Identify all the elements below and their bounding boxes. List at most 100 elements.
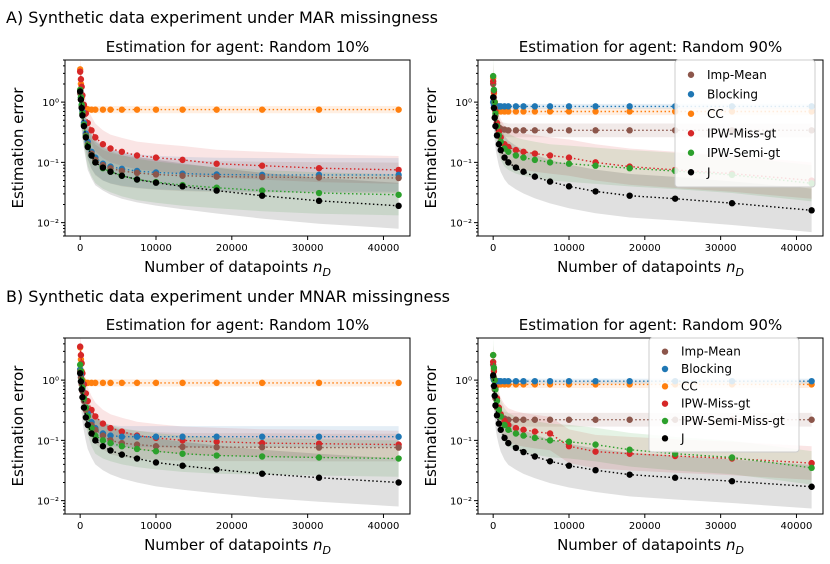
data-point-j	[258, 192, 266, 199]
data-point-blocking	[520, 103, 527, 110]
data-point-j	[505, 159, 512, 166]
data-point-ipw-miss-gt	[512, 146, 520, 154]
data-point-blocking	[520, 377, 527, 385]
data-point-imp-mean	[512, 127, 520, 134]
chart-panel-b1: Estimation for agent: Random 10% Estimati…	[9, 316, 411, 557]
data-point-j	[501, 154, 508, 161]
band-ipw-miss-gt	[80, 60, 399, 184]
data-point-ipw-miss-gt	[258, 162, 266, 169]
data-point-blocking	[505, 377, 512, 385]
data-point-j	[497, 146, 504, 154]
chart-title: Estimation for agent: Random 10%	[106, 316, 369, 334]
legend-marker-imp-mean	[687, 71, 695, 78]
x-tick-label: 0	[77, 243, 83, 254]
data-point-imp-mean	[546, 416, 554, 423]
data-point-cc	[107, 106, 114, 113]
data-point-blocking	[395, 433, 402, 440]
data-point-ipw-semi-miss-gt	[808, 464, 815, 472]
data-point-ipw-miss-gt	[118, 148, 126, 155]
data-point-j	[179, 462, 186, 469]
data-point-ipw-semi-miss-gt	[728, 454, 736, 461]
section-title-a: A) Synthetic data experiment under MAR m…	[6, 8, 438, 27]
data-point-ipw-semi-gt	[520, 154, 527, 161]
legend-marker-cc	[687, 110, 695, 117]
data-point-ipw-miss-gt	[592, 448, 599, 455]
chart-panel-a2: Estimation for agent: Random 90% Estimati…	[422, 38, 824, 279]
data-point-cc	[626, 108, 633, 115]
data-point-j	[77, 96, 85, 103]
data-point-imp-mean	[152, 171, 160, 178]
data-point-j	[491, 392, 498, 399]
data-point-cc	[213, 379, 220, 387]
data-point-ipw-semi-miss-gt	[512, 430, 520, 437]
data-point-blocking	[592, 377, 599, 385]
data-point-j	[92, 159, 99, 166]
data-point-blocking	[592, 103, 599, 110]
data-point-j	[626, 192, 633, 199]
data-point-cc	[179, 379, 186, 387]
data-point-ipw-miss-gt	[77, 351, 85, 359]
data-point-ipw-semi-miss-gt	[133, 445, 141, 453]
data-point-imp-mean	[565, 127, 573, 134]
x-tick-label: 30000	[292, 521, 324, 532]
data-point-ipw-semi-gt	[489, 72, 497, 80]
data-point-ipw-semi-miss-gt	[520, 432, 527, 439]
data-point-ipw-semi-miss-gt	[315, 454, 323, 461]
band-imp-mean	[80, 77, 399, 194]
data-point-j	[79, 112, 86, 119]
legend-label-blocking: Blocking	[681, 362, 732, 376]
data-point-ipw-miss-gt	[77, 76, 85, 83]
data-point-ipw-miss-gt	[315, 165, 323, 172]
y-tick-label: 10⁰	[455, 98, 472, 109]
legend-box	[648, 337, 800, 453]
data-point-j	[520, 168, 527, 175]
x-tick-label: 30000	[705, 521, 737, 532]
data-point-cc	[152, 106, 160, 113]
series-line-cc	[79, 347, 399, 384]
y-tick-label: 10⁻¹	[450, 436, 472, 447]
band-j	[493, 75, 812, 233]
x-tick-label: 10000	[140, 243, 172, 254]
data-point-j	[76, 370, 84, 377]
data-point-cc	[118, 379, 126, 387]
data-point-j	[78, 386, 85, 393]
x-tick-label: 0	[490, 521, 496, 532]
legend-marker-blocking	[687, 91, 695, 98]
data-point-j	[152, 459, 160, 466]
data-point-cc	[258, 379, 266, 387]
data-point-j	[565, 183, 573, 190]
x-tick-label: 40000	[781, 521, 813, 532]
data-point-ipw-semi-miss-gt	[99, 437, 107, 444]
data-point-imp-mean	[512, 416, 520, 423]
data-point-j	[492, 402, 499, 409]
data-point-blocking	[258, 433, 266, 440]
y-tick-label: 10⁻²	[450, 497, 472, 508]
data-point-j	[531, 173, 539, 180]
data-point-j	[213, 187, 220, 194]
data-point-j	[99, 164, 107, 171]
legend-label-j: J	[706, 165, 711, 179]
data-point-ipw-miss-gt	[92, 134, 99, 141]
data-point-j	[505, 439, 512, 447]
y-tick-label: 10⁰	[455, 376, 472, 387]
legend-label-cc: CC	[707, 107, 724, 121]
data-point-imp-mean	[626, 416, 633, 423]
data-point-imp-mean	[520, 416, 527, 423]
data-point-cc	[520, 108, 527, 115]
y-axis-label: Estimation error	[9, 365, 27, 487]
data-point-imp-mean	[395, 444, 402, 451]
data-point-ipw-semi-miss-gt	[490, 364, 498, 372]
data-point-ipw-miss-gt	[808, 459, 815, 467]
data-point-cc	[315, 106, 323, 113]
data-point-cc	[133, 106, 141, 113]
data-point-j	[546, 458, 554, 465]
data-point-ipw-semi-gt	[592, 162, 599, 169]
data-point-imp-mean	[179, 172, 186, 179]
data-point-ipw-miss-gt	[565, 154, 573, 161]
data-point-ipw-semi-miss-gt	[592, 441, 599, 448]
data-point-cc	[118, 106, 126, 113]
data-point-ipw-semi-miss-gt	[546, 437, 554, 444]
data-point-j	[565, 462, 573, 469]
legend-marker-blocking	[661, 365, 669, 373]
data-point-ipw-miss-gt	[76, 68, 84, 75]
